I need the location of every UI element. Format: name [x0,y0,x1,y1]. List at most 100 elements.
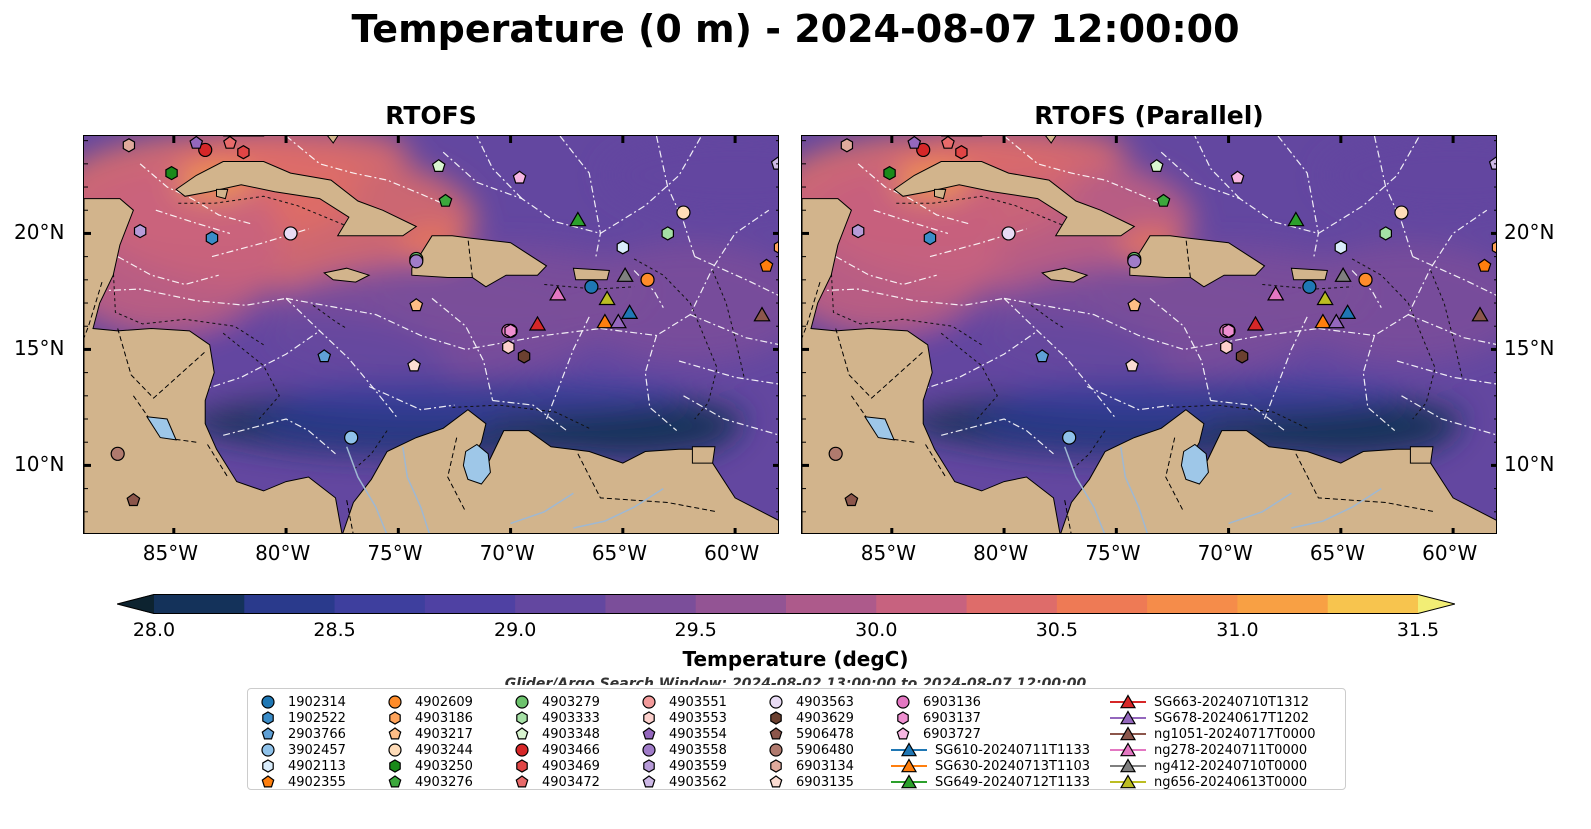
eez-boundary [184,330,321,397]
colorbar-extend-max [1418,594,1455,614]
marker-4903250 [165,165,178,181]
eez-boundary [285,297,601,351]
legend-entry: 5906480 [764,740,854,760]
legend-symbol-4903469 [516,759,528,773]
legend-marker [515,695,529,709]
legend-marker [770,759,782,773]
lake-maracaibo [1180,443,1209,485]
legend-label: SG649-20240712T1133 [935,774,1091,790]
lake-nicaragua [145,416,177,441]
legend-label: 1902522 [288,710,346,726]
legend-symbol-4903186 [389,711,401,725]
legend-entry: 4903276 [383,772,473,792]
legend-entry: 4903472 [510,772,600,792]
y-tick-label-left: 20°N [14,220,65,245]
legend-marker [897,711,909,725]
marker-4903217 [409,298,424,312]
legend-symbol-4903250 [389,759,401,773]
x-tick-label: 65°W [591,541,648,565]
legend-marker [389,711,401,725]
marker-4903244 [1394,205,1409,220]
marker-4903553 [1220,339,1233,355]
isobath-1000m [1430,270,1463,378]
river [1120,446,1148,533]
x-tick-label: 80°W [973,541,1029,565]
y-tick-label-right: 15°N [1504,336,1555,361]
legend-symbol-4903629 [770,711,782,725]
marker-1902522 [923,230,937,246]
land-cuba-isle-of-youth [934,188,947,200]
land-trinidad [1409,446,1434,464]
marker-SG663-20240710T1312 [528,315,547,331]
marker-6903137 [504,323,517,339]
eez-boundary [644,335,678,432]
colorbar-tick-label: 28.0 [132,619,176,641]
isobath-1000m [353,430,388,471]
legend-entry: 6903136 [891,692,981,712]
legend-symbol-4903279 [515,695,529,709]
land-cuba [175,161,418,237]
marker-6903137 [1222,323,1235,339]
legend-symbol-ng1051-20240717T0000 [1119,726,1137,741]
marker-ng656-20240613T0000 [1316,290,1334,306]
legend-entry: ng656-20240613T0000 [1110,772,1307,792]
legend-label: 6903727 [923,726,981,742]
colorbar-segment [154,594,245,614]
colorbar-tick-label: 29.0 [493,619,537,641]
legend-symbol-4903559 [643,759,655,773]
marker-3902457 [1062,430,1077,445]
marker-2903766 [1035,349,1050,363]
legend-entry: 4903554 [637,724,727,744]
marker-4902113 [1334,240,1348,255]
colorbar-segment [876,594,968,614]
river [1063,446,1106,533]
eez-boundary [1003,297,1117,420]
legend-entry: 4903469 [510,756,600,776]
colorbar-extend-min [117,594,154,614]
lake-nicaragua [863,416,895,441]
legend-label: 4903553 [669,710,727,726]
country-border [925,444,947,478]
legend-label: 5906480 [796,742,854,758]
country-border [1295,453,1436,513]
marker-4903554 [907,136,922,149]
legend-label: 4903551 [669,694,727,710]
isobath-1000m [222,332,280,420]
temperature-patch [1252,406,1453,459]
isobath-1000m [1170,404,1308,429]
marker-ng412-20240710T0000 [1334,267,1352,282]
isobath-1000m [1071,430,1106,471]
country-border [117,328,206,399]
marker-1902314 [1302,279,1317,294]
x-tick-label: 85°W [860,541,917,565]
land-south-america [342,409,778,533]
legend-symbol-4903333 [516,711,528,725]
eez-boundary [1003,297,1319,351]
legend-symbol-6903727 [896,727,910,740]
legend-label: ng1051-20240717T0000 [1154,726,1316,742]
marker-5906480 [828,446,843,461]
marker-4903472 [223,136,237,149]
marker-ng412-20240710T0000 [616,267,634,282]
marker-4903563 [283,226,298,241]
legend-entry: ng1051-20240717T0000 [1110,724,1315,744]
country-border [1165,437,1185,513]
marker-4903558 [409,254,424,269]
marker-SG630-20240713T1103 [1314,313,1332,329]
land-trinidad [691,446,716,464]
isobath-1000m [178,195,365,234]
eez-boundary [857,163,971,225]
land-bahamas-andros [1045,136,1057,144]
marker-4903348 [431,158,446,173]
legend-marker [388,727,402,740]
legend-marker [515,775,529,788]
legend-symbol-3902457 [261,743,275,757]
eez-boundary [442,136,702,235]
eez-boundary [1362,335,1396,432]
country-border [207,444,229,478]
eez-boundary [223,418,336,455]
legend-symbol-4903553 [643,711,655,725]
legend-symbol-SG663-20240710T1312 [1119,694,1137,709]
legend-marker [388,695,402,709]
figure-title: Temperature (0 m) - 2024-08-07 12:00:00 [351,7,1240,51]
